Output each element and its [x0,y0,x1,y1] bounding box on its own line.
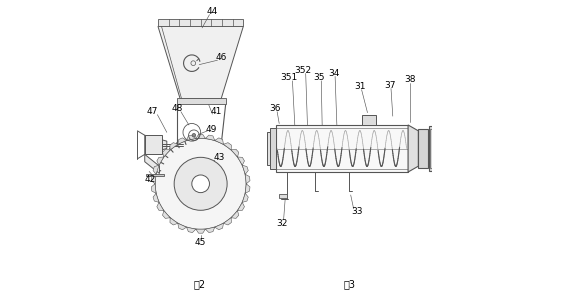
Text: 32: 32 [277,219,288,228]
Text: 37: 37 [384,81,395,90]
Bar [430,129,439,168]
Polygon shape [224,218,232,225]
Polygon shape [153,165,159,174]
Polygon shape [196,229,205,233]
Polygon shape [231,211,239,218]
Circle shape [192,133,196,137]
Bar [362,115,376,125]
Text: 33: 33 [351,207,362,216]
Bar [279,194,287,198]
Circle shape [192,175,209,193]
Polygon shape [170,143,178,150]
Bar [146,173,164,176]
Circle shape [174,157,227,210]
Bar [158,19,244,26]
Bar [275,125,408,172]
Text: 48: 48 [171,104,183,113]
Text: 46: 46 [216,53,227,62]
Text: 351: 351 [281,73,298,82]
Text: 35: 35 [314,73,325,82]
Text: 36: 36 [269,104,281,113]
Text: 41: 41 [211,107,222,116]
Polygon shape [242,193,248,202]
Bar [177,99,226,104]
Text: 34: 34 [328,69,340,78]
Polygon shape [151,184,156,193]
Polygon shape [215,223,224,230]
Polygon shape [145,135,167,154]
Polygon shape [196,135,205,138]
Text: 44: 44 [207,7,218,16]
Polygon shape [163,211,170,218]
Text: 42: 42 [145,175,156,184]
Polygon shape [178,138,187,144]
Polygon shape [187,135,196,140]
Bar [418,129,428,168]
Text: 图3: 图3 [343,279,355,289]
Polygon shape [157,157,164,165]
Bar [428,127,440,170]
Polygon shape [237,202,245,211]
Text: 47: 47 [147,107,158,116]
Polygon shape [178,223,187,230]
Polygon shape [153,193,159,202]
Text: 45: 45 [195,238,207,247]
Polygon shape [408,125,418,172]
Circle shape [155,138,246,229]
Polygon shape [151,174,156,184]
Text: 38: 38 [405,75,416,84]
Text: 43: 43 [213,153,225,162]
Polygon shape [245,174,250,184]
Bar [270,128,275,169]
Polygon shape [157,202,164,211]
Text: 31: 31 [354,82,366,91]
Polygon shape [187,227,196,233]
Text: 49: 49 [206,125,217,134]
Text: 图2: 图2 [193,279,205,289]
Polygon shape [231,149,239,157]
Polygon shape [245,184,250,193]
Bar [267,132,270,165]
Polygon shape [145,154,159,173]
Text: 352: 352 [294,66,311,75]
Polygon shape [158,26,244,99]
Polygon shape [237,157,245,165]
Polygon shape [163,149,170,157]
Polygon shape [224,143,232,150]
Bar [145,135,162,154]
Polygon shape [170,218,178,225]
Polygon shape [205,227,215,233]
Polygon shape [242,165,248,174]
Polygon shape [215,138,224,144]
Polygon shape [205,135,215,140]
